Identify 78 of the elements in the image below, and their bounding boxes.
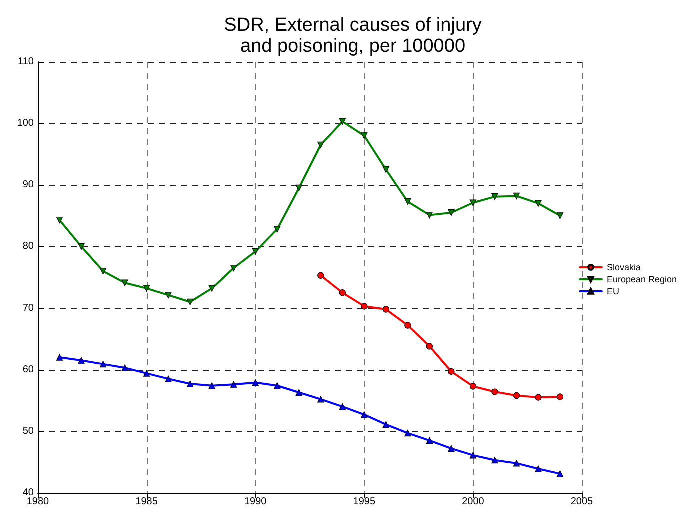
y-tick-label: 40 [22,488,34,498]
chart-title: SDR, External causes of injury and poisoning, per 100000 [224,15,482,57]
point [208,285,216,292]
point [144,285,150,292]
y-tick-label: 80 [22,241,34,252]
x-tick-label: 1980 [26,496,50,508]
point [208,382,216,390]
point [513,460,520,467]
x-tick-label: 1995 [353,496,376,508]
point [144,370,150,377]
point [361,412,368,418]
x-tick-label: 1985 [136,496,158,508]
point [78,243,85,250]
point [492,194,498,200]
point [426,437,433,444]
point [382,166,390,174]
point [339,290,346,296]
point [296,184,302,192]
point [513,192,520,200]
point [165,292,172,299]
y-tick-label: 110 [18,56,34,68]
point [100,361,107,368]
point [448,368,455,376]
point [404,430,412,437]
point [382,421,390,428]
point [404,322,412,329]
point [165,376,172,382]
point [470,200,476,206]
legend-label: EU [606,286,620,296]
point [382,306,390,313]
y-tick-label: 90 [22,180,34,191]
point [296,389,302,396]
point [361,303,368,310]
point [513,392,520,400]
point [535,394,542,401]
point [404,198,412,206]
point [556,394,564,400]
point [361,132,368,140]
point [492,388,498,396]
point [448,445,455,452]
y-tick-label: 70 [22,302,34,314]
point [187,298,194,306]
point [56,216,64,224]
point [252,248,259,255]
legend-label: European Region [606,274,678,284]
point [339,404,346,410]
x-tick-label: 1990 [244,496,268,508]
y-tick-label: 60 [22,364,34,376]
point [318,142,324,148]
point [470,452,476,459]
point [448,210,455,216]
point [274,382,281,390]
point [470,383,476,390]
legend-label: Slovakia [606,262,641,272]
point [187,380,194,388]
point [492,457,498,464]
y-tick-label: 50 [22,426,34,437]
point [535,466,542,472]
point [318,272,324,279]
point [339,118,346,126]
x-tick-label: 2005 [570,496,594,508]
point [318,396,324,403]
point [556,470,564,478]
point [230,264,238,272]
point [100,268,107,275]
point [122,280,128,286]
point [274,226,281,233]
point [78,357,85,364]
point [426,343,433,350]
point [252,379,259,386]
point [556,212,564,220]
point [230,381,238,388]
point [426,212,433,219]
point [56,354,64,361]
point [122,364,128,372]
y-tick-label: 100 [17,118,34,130]
x-tick-label: 2000 [462,496,485,508]
point [535,200,542,207]
